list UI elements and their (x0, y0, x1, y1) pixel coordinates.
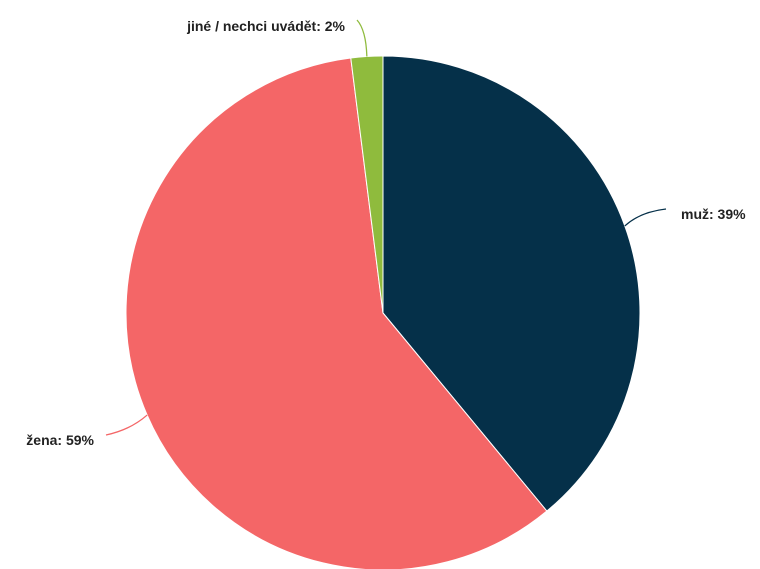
data-label-jine: jiné / nechci uvádět: 2% (186, 18, 345, 34)
leader-line-muz (624, 208, 667, 227)
pie-slices (125, 55, 641, 569)
leader-line-zena (105, 414, 148, 436)
pie-slice-zena[interactable] (125, 57, 548, 569)
data-label-zena: žena: 59% (26, 432, 94, 448)
data-labels: muž: 39% žena: 59% jiné / nechci uvádět:… (26, 18, 746, 448)
label-leader-lines (105, 19, 667, 436)
data-label-muz: muž: 39% (681, 206, 746, 222)
leader-line-jine (356, 19, 368, 57)
